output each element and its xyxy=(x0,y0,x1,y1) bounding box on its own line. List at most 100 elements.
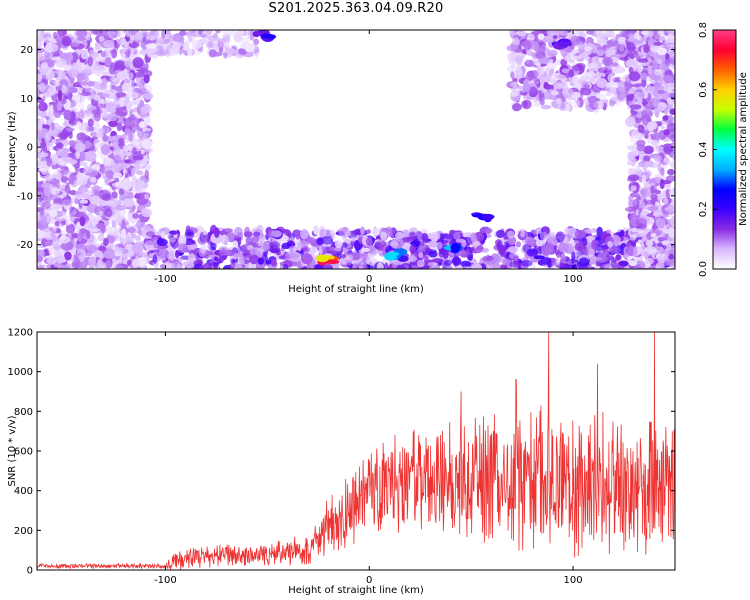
heatmap-cell xyxy=(568,59,575,64)
heatmap-cell xyxy=(121,228,127,239)
heatmap-cell xyxy=(86,81,95,87)
heatmap-cell xyxy=(507,246,518,254)
heatmap-cell xyxy=(311,245,316,257)
heatmap-cell xyxy=(640,130,650,135)
heatmap-cell xyxy=(238,47,248,55)
heatmap-cell xyxy=(523,40,532,51)
heatmap-cell xyxy=(139,120,145,129)
heatmap-cell xyxy=(395,231,405,240)
heatmap-cell xyxy=(107,135,116,141)
heatmap-cell xyxy=(462,232,472,238)
heatmap-cell xyxy=(302,246,311,253)
heatmap-cell xyxy=(37,161,46,166)
heatmap-cell xyxy=(104,208,113,218)
heatmap-cell xyxy=(78,161,88,166)
heatmap-cell xyxy=(403,229,409,239)
heatmap-cell xyxy=(141,138,153,150)
heatmap-cell xyxy=(57,171,62,181)
heatmap-cell xyxy=(548,64,556,69)
heatmap-cell xyxy=(550,261,557,266)
heatmap-cell xyxy=(76,132,87,141)
heatmap-cell xyxy=(82,167,90,175)
heatmap-cell xyxy=(316,237,324,246)
heatmap-cell xyxy=(37,30,45,38)
heatmap-cell xyxy=(218,47,224,53)
heatmap-cell xyxy=(554,82,563,90)
top-y-axis-label: Frequency (Hz) xyxy=(7,111,18,187)
heatmap-cell xyxy=(669,92,675,98)
heatmap-cell xyxy=(47,110,54,118)
heatmap-cell xyxy=(100,51,107,58)
heatmap-cell xyxy=(248,254,259,265)
heatmap-cell xyxy=(40,140,46,149)
heatmap-cell xyxy=(555,231,565,243)
x-tick-label: 100 xyxy=(564,575,583,586)
heatmap-cell xyxy=(79,124,88,132)
heatmap-cell xyxy=(597,67,609,74)
heatmap-cell xyxy=(665,70,674,76)
heatmap-hotspot xyxy=(450,243,461,252)
heatmap-cell xyxy=(169,230,178,235)
heatmap-cell xyxy=(655,192,663,201)
heatmap-cell xyxy=(520,259,533,267)
heatmap-cell xyxy=(550,231,556,238)
heatmap-cell xyxy=(193,263,204,269)
heatmap-cell xyxy=(669,108,675,115)
heatmap-cell xyxy=(510,86,521,96)
heatmap-cell xyxy=(630,185,637,192)
heatmap-cell xyxy=(644,133,649,139)
heatmap-cell xyxy=(127,227,136,234)
heatmap-cell xyxy=(142,130,152,139)
heatmap-cell xyxy=(667,168,675,176)
heatmap-cell xyxy=(131,258,140,268)
heatmap-cell xyxy=(632,246,638,257)
heatmap-cell xyxy=(134,31,144,41)
heatmap-cell xyxy=(131,242,142,253)
x-tick-label: 0 xyxy=(366,274,372,285)
heatmap-cell xyxy=(98,210,104,217)
heatmap-cell xyxy=(460,260,471,267)
heatmap-cell xyxy=(79,109,85,119)
heatmap-cell xyxy=(603,256,609,262)
heatmap-cell xyxy=(485,228,493,234)
heatmap-cell xyxy=(41,61,49,69)
heatmap-cell xyxy=(630,167,642,172)
heatmap-cell xyxy=(51,187,60,195)
heatmap-cell xyxy=(539,231,548,240)
heatmap-cell xyxy=(85,150,97,162)
heatmap-cell xyxy=(270,259,277,267)
heatmap-cell xyxy=(650,185,655,195)
heatmap-cell xyxy=(671,265,675,269)
y-tick-label: 600 xyxy=(14,447,33,458)
heatmap-cell xyxy=(143,92,154,100)
heatmap-cell xyxy=(583,97,588,105)
y-tick-label: -20 xyxy=(17,240,33,251)
heatmap-cell xyxy=(71,38,80,48)
heatmap-cell xyxy=(228,231,235,243)
heatmap-cell xyxy=(595,93,607,99)
heatmap-cell xyxy=(126,91,139,100)
heatmap-cell xyxy=(90,176,97,183)
heatmap-cell xyxy=(416,259,425,268)
heatmap-cell xyxy=(144,239,157,246)
heatmap-cell xyxy=(323,263,332,269)
heatmap-cell xyxy=(157,51,167,57)
heatmap-cell xyxy=(74,243,84,249)
heatmap-cell xyxy=(641,231,647,241)
heatmap-cell xyxy=(639,72,648,80)
heatmap-cell xyxy=(116,71,129,81)
heatmap-cell xyxy=(183,41,190,51)
snr-series xyxy=(37,332,675,570)
heatmap-cell xyxy=(122,198,135,208)
heatmap-cell xyxy=(58,153,69,158)
heatmap-cell xyxy=(61,84,67,94)
heatmap-cell xyxy=(45,195,52,203)
heatmap-cell xyxy=(540,104,552,110)
heatmap-hotspot xyxy=(481,213,495,220)
heatmap-cell xyxy=(545,242,554,254)
y-tick-label: 1200 xyxy=(8,328,33,339)
heatmap-cell xyxy=(79,216,86,227)
heatmap-cell xyxy=(94,216,103,221)
heatmap-cell xyxy=(366,229,371,235)
heatmap-cell xyxy=(279,261,292,267)
